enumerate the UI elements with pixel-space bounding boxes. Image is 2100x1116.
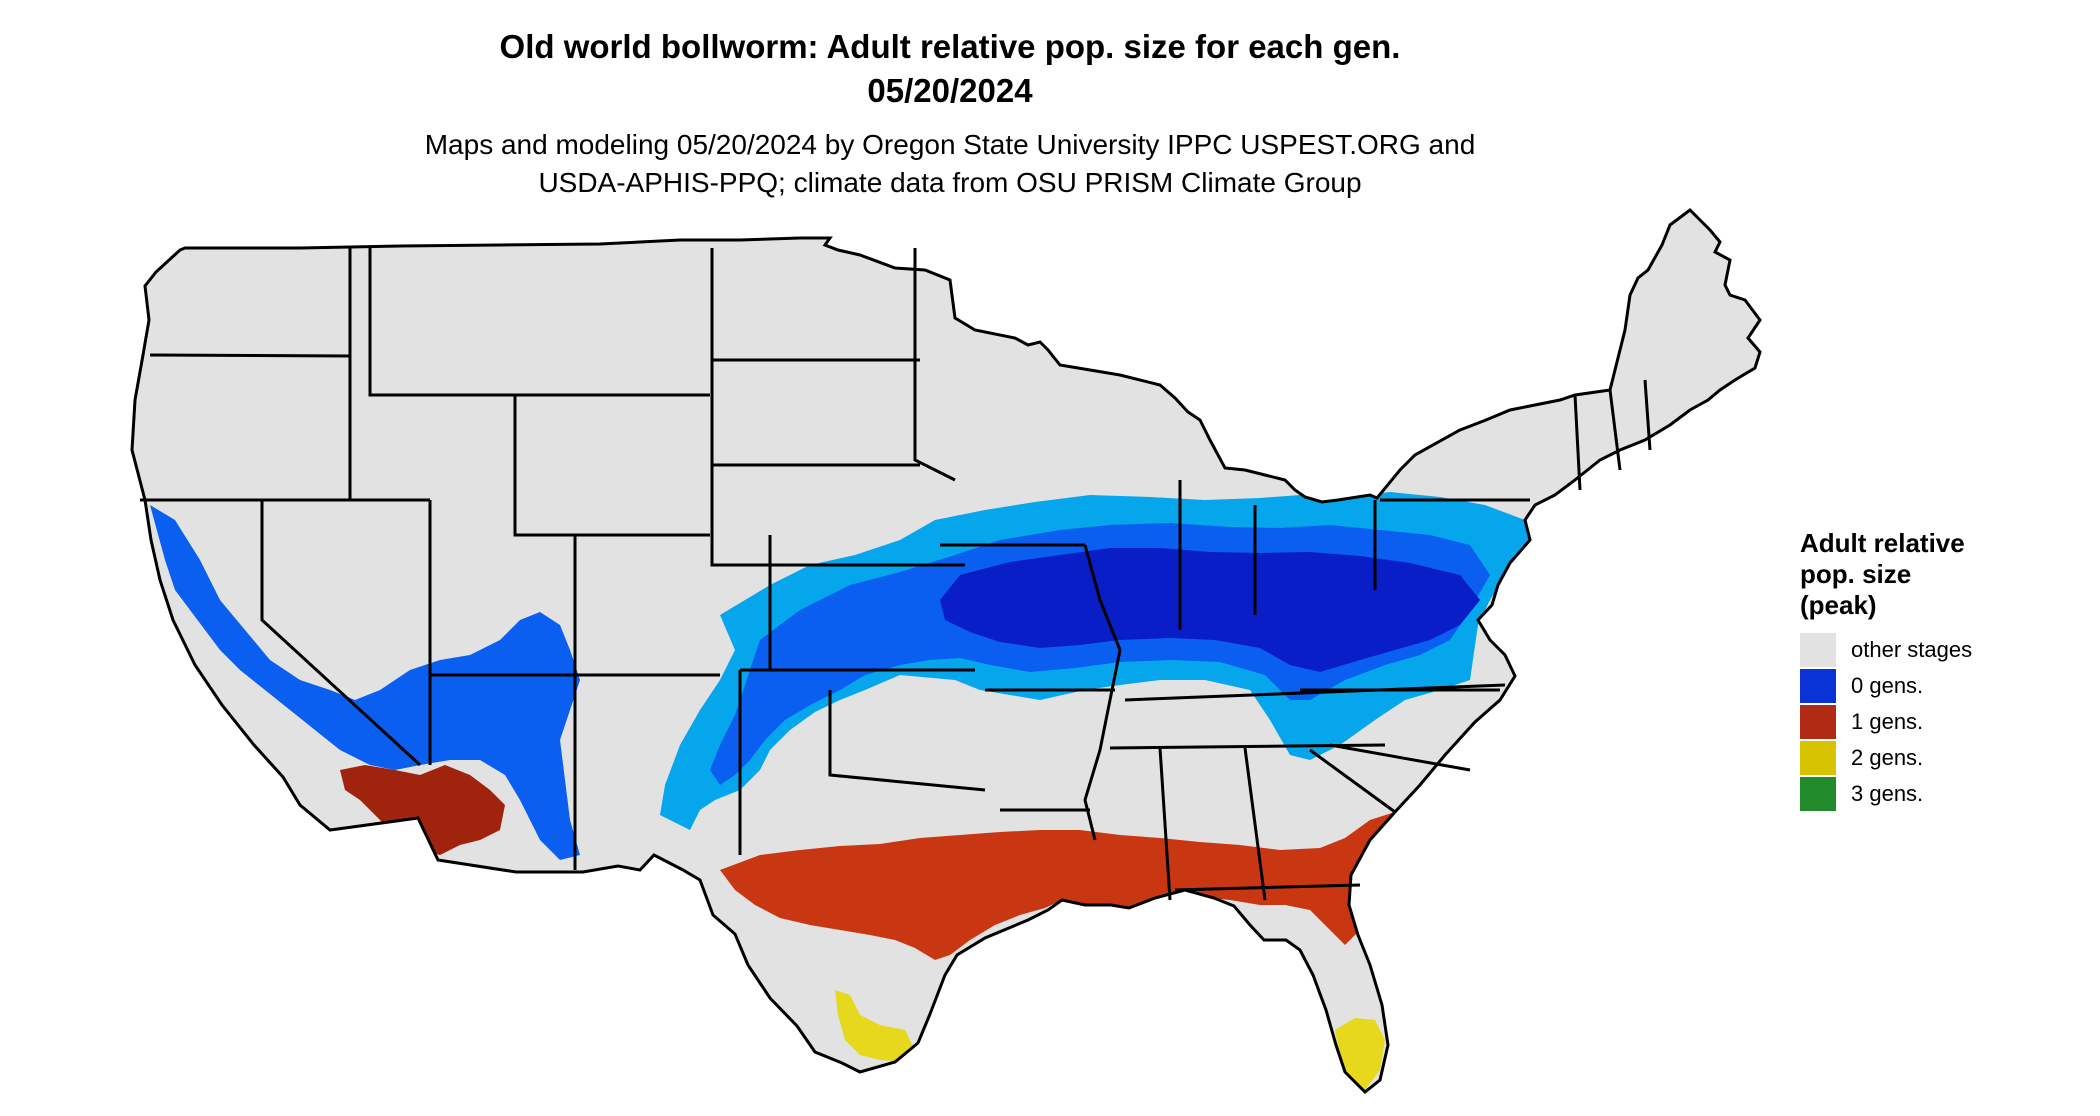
border-nc-sc: [1329, 743, 1471, 772]
border-wy-co: [513, 395, 710, 537]
legend: Adult relative pop. size (peak) other st…: [1800, 528, 2020, 811]
legend-label: other stages: [1851, 637, 1973, 662]
legend-swatch: [1800, 633, 1836, 667]
zone-1-gens: [720, 770, 1480, 960]
legend-title-line: pop. size: [1800, 559, 1912, 589]
border-ky-tn: [1124, 683, 1506, 702]
state-borders: [140, 248, 1652, 901]
legend-label: 0 gens.: [1851, 673, 1924, 698]
legend-title: Adult relative pop. size (peak): [1800, 528, 2020, 621]
credits-line-1: Maps and modeling 05/20/2024 by Oregon S…: [424, 129, 1476, 160]
border-mt-wy: [368, 248, 710, 397]
legend-swatch: [1800, 705, 1836, 739]
legend-title-line: (peak): [1800, 590, 1877, 620]
legend-swatch: [1800, 741, 1836, 775]
credits-line-2: USDA-APHIS-PPQ; climate data from OSU PR…: [538, 167, 1362, 198]
map-title: Old world bollworm: Adult relative pop. …: [499, 28, 1401, 65]
zone-0-gens-west: [150, 505, 580, 860]
border-ga-sc: [1309, 748, 1396, 814]
legend-label: 1 gens.: [1851, 709, 1924, 734]
border-ga-fl: [1174, 883, 1361, 892]
zone-0-gens-dark: [940, 548, 1480, 672]
border-mississippi: [1083, 544, 1122, 841]
border-al-ga: [1243, 747, 1267, 901]
border-mn-wi: [913, 248, 956, 482]
map-date: 05/20/2024: [867, 72, 1033, 109]
legend-label: 2 gens.: [1851, 745, 1924, 770]
border-wa-or: [149, 353, 351, 358]
legend-title-line: Adult relative: [1800, 528, 1965, 558]
legend-swatch: [1800, 777, 1836, 811]
border-ok-tx: [828, 690, 986, 792]
zone-1-gens-az: [340, 765, 505, 855]
zone-2-gens-fl: [1335, 1018, 1385, 1090]
legend-label: 3 gens.: [1851, 781, 1924, 806]
border-nv-ca-diag: [260, 500, 422, 767]
zone-2-gens-tx: [835, 990, 915, 1062]
legend-swatch: [1800, 669, 1836, 703]
border-ms-al: [1158, 747, 1172, 901]
